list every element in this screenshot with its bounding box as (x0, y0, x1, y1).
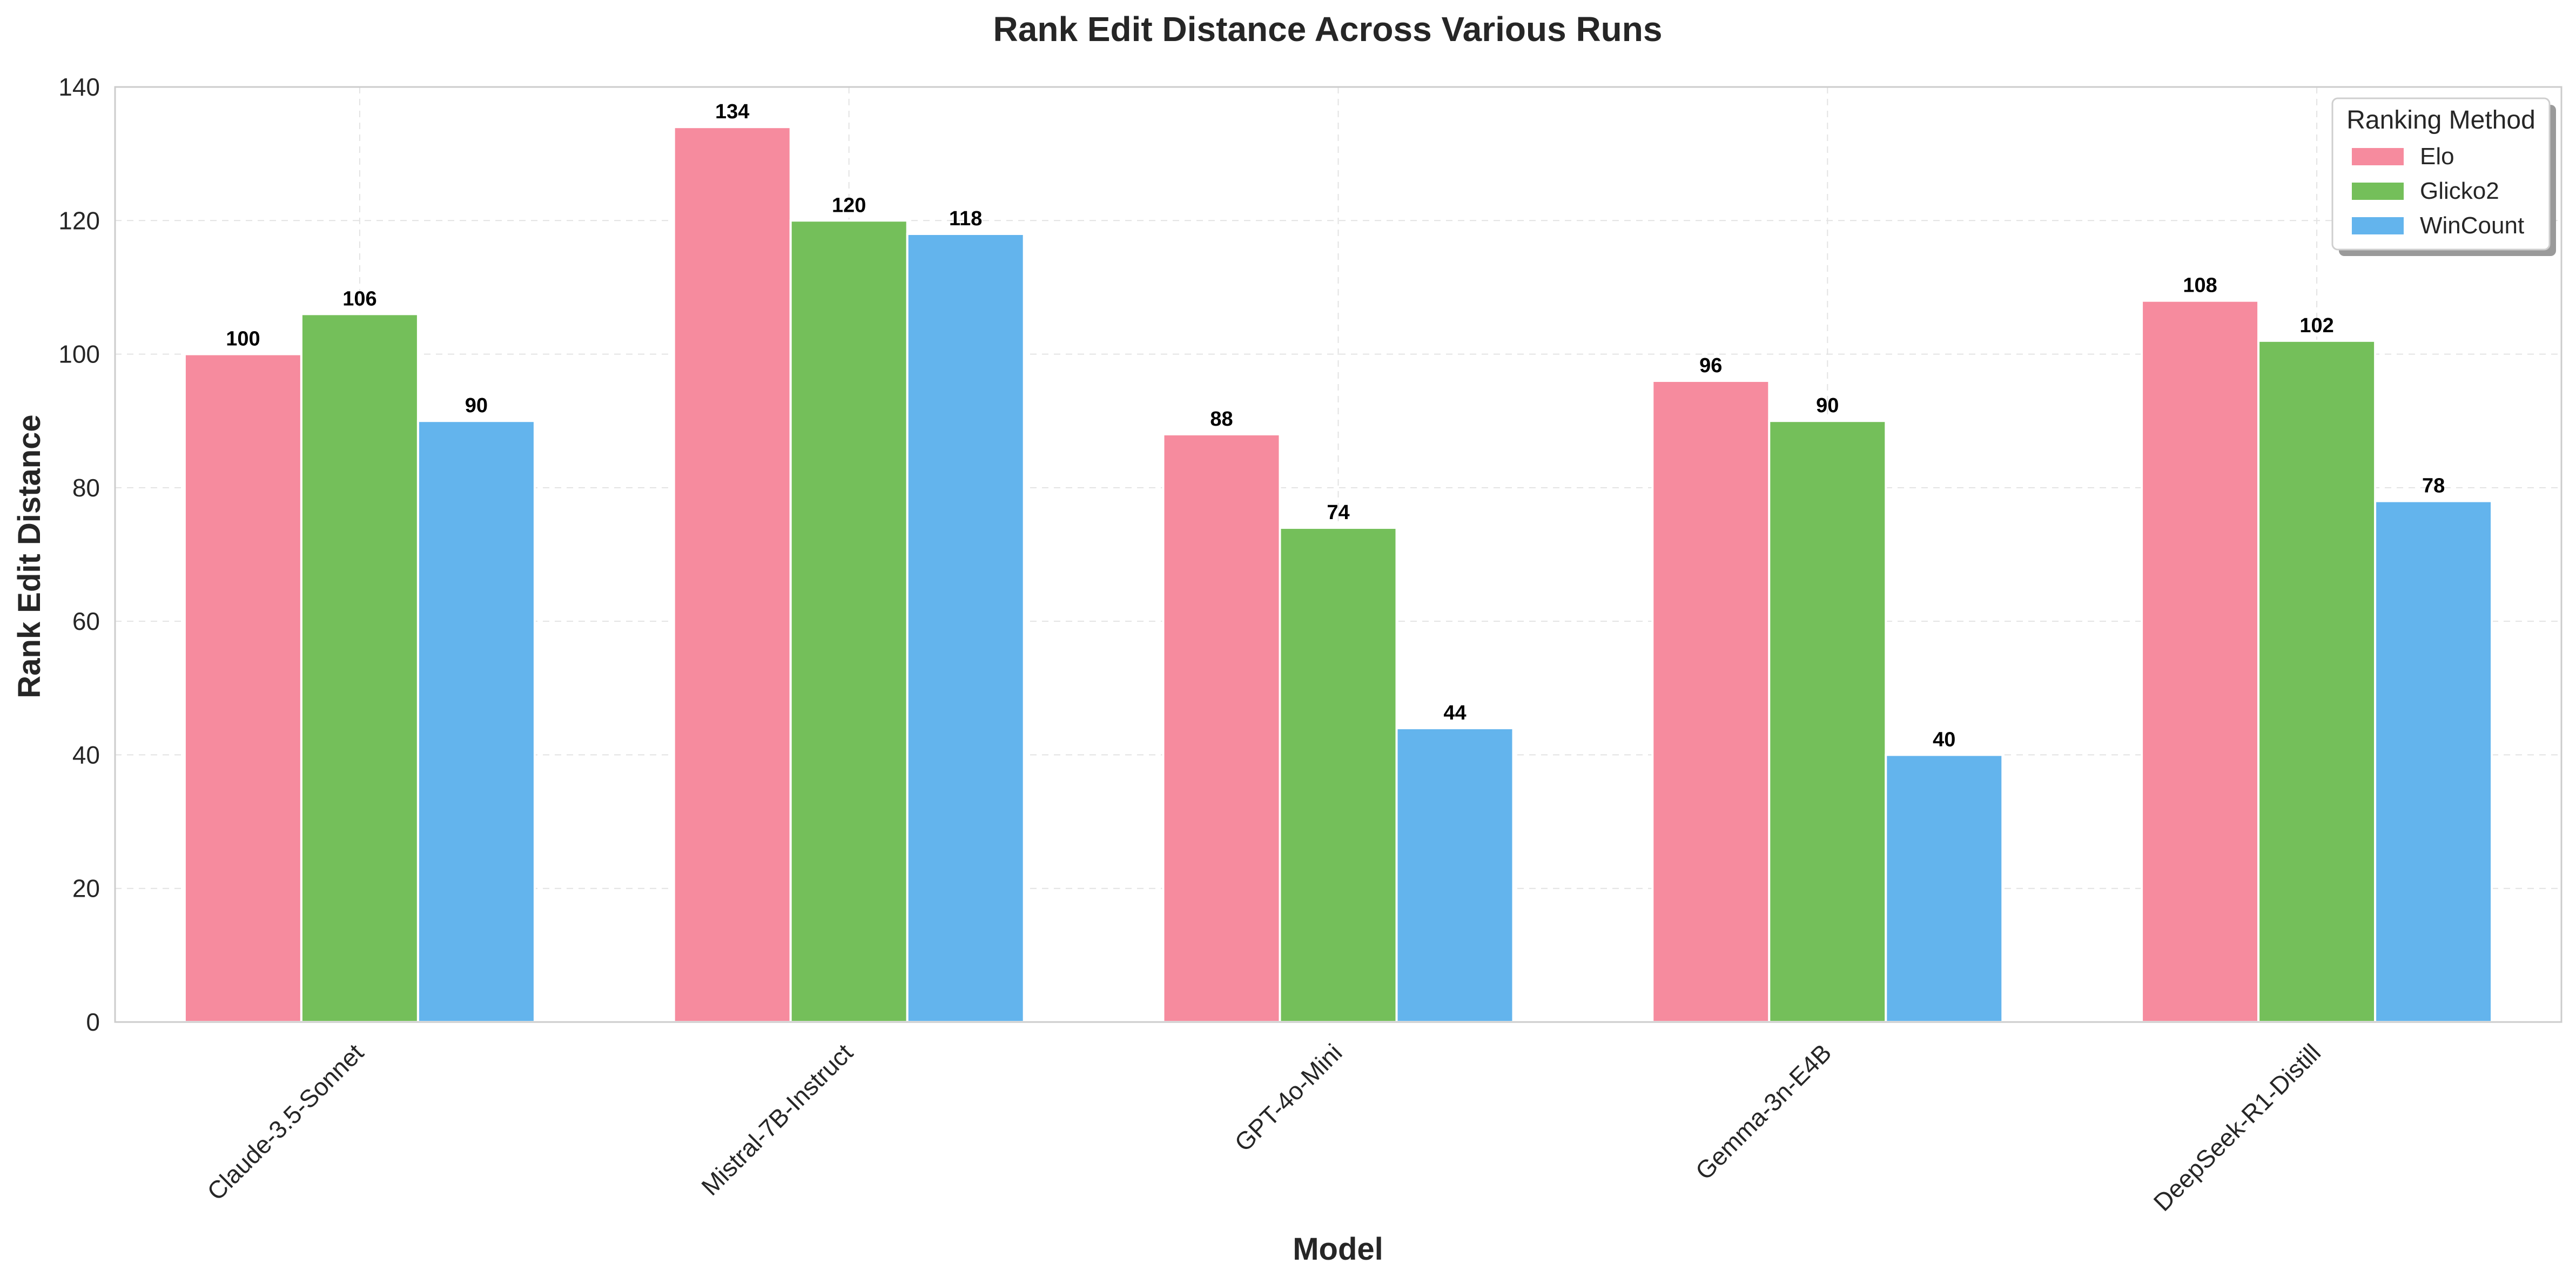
bar-wincount (906, 233, 1025, 1023)
bar-elo (183, 353, 302, 1023)
bar-value-label: 106 (342, 287, 376, 310)
x-axis-title: Model (1293, 1232, 1383, 1267)
data-labels: 100 106 90 134 120 118 88 74 44 96 90 40 108 102 78 (226, 100, 2445, 751)
y-tick-label: 80 (72, 474, 100, 502)
bar-elo (2141, 299, 2260, 1024)
y-tick-label: 60 (72, 607, 100, 635)
bar-glicko2 (789, 219, 909, 1023)
bar-value-label: 40 (1933, 728, 1955, 751)
bar-value-label: 74 (1327, 501, 1349, 524)
legend-label-wincount: WinCount (2420, 212, 2524, 239)
bar-value-label: 88 (1210, 408, 1233, 431)
bar-wincount (2374, 500, 2493, 1023)
bar-wincount (1395, 727, 1515, 1023)
bar-value-label: 120 (832, 194, 866, 217)
bar-value-label: 118 (949, 207, 982, 230)
plot-frame (114, 86, 2562, 1023)
y-axis-ticks: 0 20 40 60 80 100 120 140 (58, 73, 100, 1036)
bar-value-label: 90 (465, 394, 488, 417)
legend-box (2331, 97, 2551, 251)
bars (183, 126, 2493, 1024)
legend-label-glicko2: Glicko2 (2420, 178, 2499, 204)
bar-value-label: 90 (1816, 394, 1839, 417)
y-axis-title: Rank Edit Distance (12, 414, 47, 698)
legend-swatch-elo (2352, 148, 2404, 165)
bar-value-label: 44 (1443, 702, 1466, 724)
bar-value-label: 78 (2422, 475, 2445, 498)
bar-value-label: 100 (226, 328, 260, 351)
bar-wincount (1885, 754, 2004, 1024)
bar-glicko2 (1279, 527, 1398, 1023)
y-tick-label: 20 (72, 875, 100, 903)
legend-swatch-glicko2 (2352, 183, 2404, 200)
bar-value-label: 134 (715, 100, 749, 123)
bar-wincount (416, 420, 536, 1024)
y-tick-label: 120 (58, 206, 100, 234)
bar-elo (1162, 433, 1281, 1023)
y-tick-label: 140 (58, 73, 100, 101)
y-tick-label: 40 (72, 741, 100, 769)
bar-elo (672, 126, 792, 1024)
y-tick-label: 100 (58, 340, 100, 368)
bar-glicko2 (1768, 420, 1887, 1024)
bar-glicko2 (300, 313, 419, 1023)
legend-label-elo: Elo (2420, 143, 2454, 170)
legend-title: Ranking Method (2346, 106, 2535, 135)
bar-value-label: 108 (2183, 274, 2217, 297)
chart-title: Rank Edit Distance Across Various Runs (993, 10, 1663, 49)
legend-items: Elo Glicko2 WinCount (2352, 143, 2524, 239)
bar-elo (1651, 380, 1771, 1023)
bar-value-label: 102 (2299, 314, 2333, 337)
bar-value-label: 96 (1699, 354, 1722, 377)
legend: Ranking Method Elo Glicko2 WinCount (2331, 97, 2556, 256)
y-tick-label: 0 (86, 1008, 100, 1036)
bar-glicko2 (2257, 339, 2377, 1023)
legend-swatch-wincount (2352, 217, 2404, 234)
